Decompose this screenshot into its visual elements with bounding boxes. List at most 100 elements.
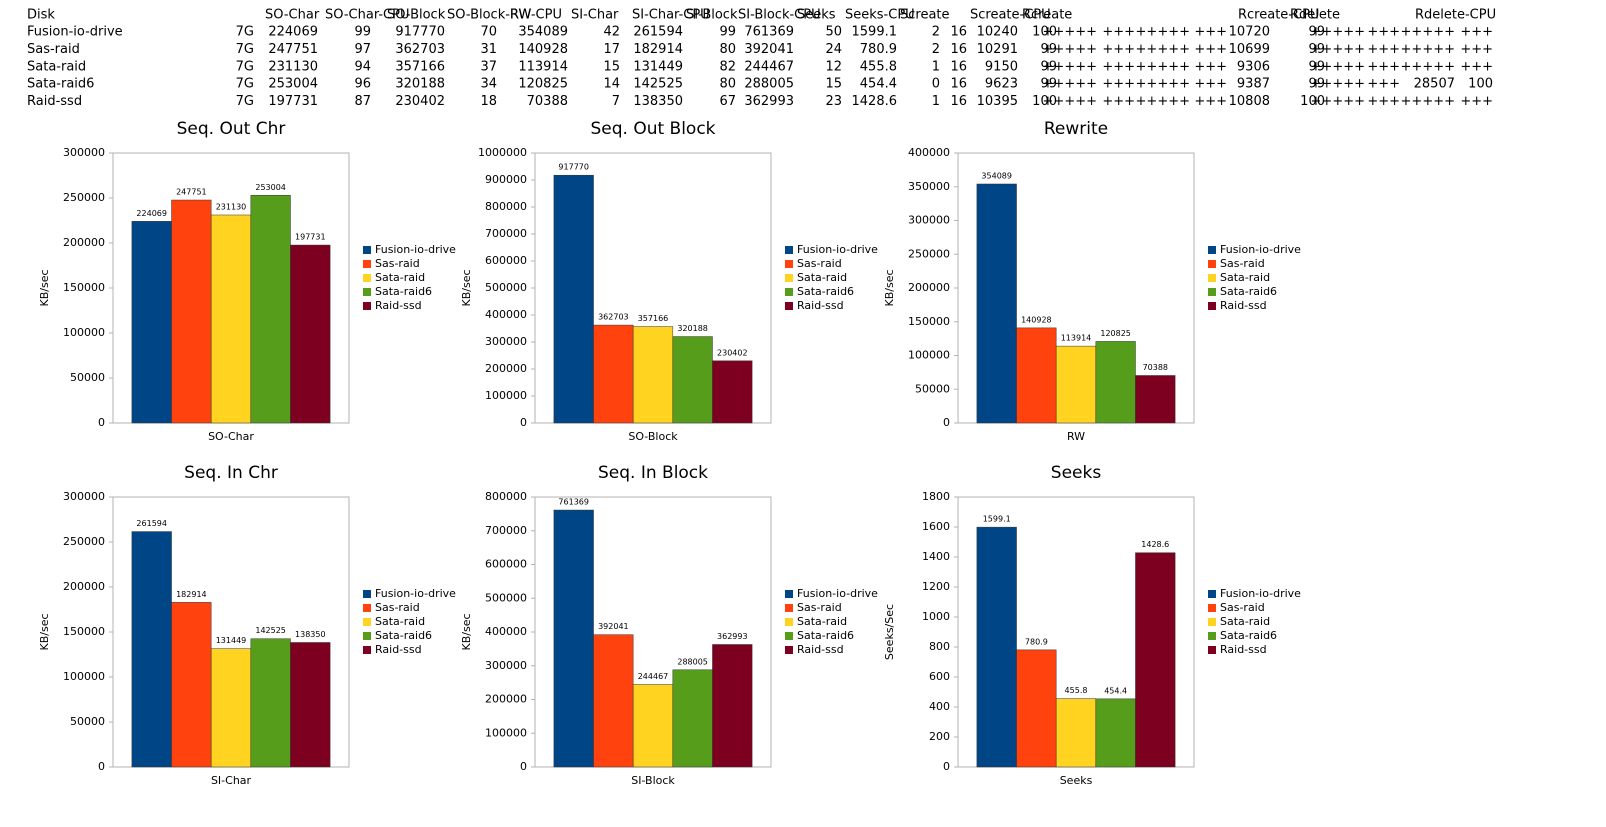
table-cell: 357166 bbox=[395, 59, 445, 74]
table-cell: 28507 bbox=[1414, 77, 1455, 92]
value-label: 113914 bbox=[1061, 334, 1092, 343]
table-cell: 7G bbox=[236, 42, 254, 57]
y-tick-label: 1600 bbox=[922, 520, 950, 533]
x-tick-label: SO-Block bbox=[628, 430, 678, 443]
bar bbox=[1016, 649, 1057, 768]
table-cell: 142525 bbox=[633, 77, 683, 92]
table-header: Rdelete bbox=[1290, 8, 1340, 23]
table-cell: 113914 bbox=[518, 59, 568, 74]
y-tick-label: 250000 bbox=[63, 535, 105, 548]
y-tick-label: 800 bbox=[929, 640, 950, 653]
table-cell: 1 bbox=[932, 94, 940, 109]
value-label: 761369 bbox=[558, 498, 589, 507]
y-tick-label: 0 bbox=[98, 416, 105, 429]
value-label: 247751 bbox=[176, 188, 207, 197]
y-axis-label: KB/sec bbox=[38, 613, 51, 650]
value-label: 231130 bbox=[216, 202, 247, 211]
legend-swatch bbox=[1208, 646, 1216, 654]
y-tick-label: 0 bbox=[520, 416, 527, 429]
bar bbox=[210, 214, 252, 424]
table-cell: 87 bbox=[354, 94, 371, 109]
table-cell: +++++ bbox=[1136, 25, 1190, 40]
y-tick-label: 600000 bbox=[485, 558, 527, 571]
y-tick-label: 0 bbox=[520, 760, 527, 773]
table-cell: 7G bbox=[236, 94, 254, 109]
table-cell: 0 bbox=[932, 77, 940, 92]
table-cell: 1599.1 bbox=[852, 25, 898, 40]
table-cell: 140928 bbox=[518, 42, 568, 57]
legend-label: Sas-raid bbox=[1220, 601, 1265, 614]
bar bbox=[976, 183, 1017, 424]
table-cell: 16 bbox=[950, 25, 967, 40]
table-cell: +++ bbox=[1460, 25, 1493, 40]
legend-swatch bbox=[363, 632, 371, 640]
legend-swatch bbox=[1208, 246, 1216, 254]
chart-title: Seq. Out Block bbox=[590, 119, 715, 139]
bar bbox=[632, 326, 674, 424]
bar bbox=[171, 199, 212, 424]
table-cell: +++ bbox=[1102, 77, 1135, 92]
table-cell: 231130 bbox=[268, 59, 318, 74]
y-tick-label: 1000000 bbox=[478, 146, 527, 159]
y-tick-label: 200000 bbox=[63, 236, 105, 249]
bar bbox=[250, 638, 291, 768]
table-cell: 197731 bbox=[268, 94, 318, 109]
y-tick-label: 350000 bbox=[908, 180, 950, 193]
value-label: 455.8 bbox=[1065, 686, 1088, 695]
bar bbox=[593, 634, 634, 768]
legend-label: Sata-raid bbox=[1220, 615, 1270, 628]
y-tick-label: 50000 bbox=[70, 715, 105, 728]
value-label: 454.4 bbox=[1104, 686, 1127, 695]
legend-swatch bbox=[785, 590, 793, 598]
value-label: 1599.1 bbox=[983, 515, 1011, 524]
legend-label: Sata-raid bbox=[797, 271, 847, 284]
y-tick-label: 300000 bbox=[908, 214, 950, 227]
table-cell: 37 bbox=[480, 59, 497, 74]
legend-label: Fusion-io-drive bbox=[797, 243, 878, 256]
table-cell: 10291 bbox=[977, 42, 1018, 57]
table-cell: 7 bbox=[612, 94, 620, 109]
bar bbox=[131, 221, 172, 424]
bar bbox=[632, 684, 674, 768]
legend-swatch bbox=[785, 618, 793, 626]
bar bbox=[672, 336, 713, 424]
value-label: 70388 bbox=[1143, 363, 1168, 372]
table-cell: 94 bbox=[354, 59, 371, 74]
y-tick-label: 200000 bbox=[908, 281, 950, 294]
value-label: 140928 bbox=[1021, 315, 1052, 324]
bar bbox=[672, 669, 713, 768]
table-header: Rcreate-CPU bbox=[1238, 8, 1319, 23]
table-cell: +++ bbox=[1460, 94, 1493, 109]
table-header: RW-CPU bbox=[510, 8, 562, 23]
legend-label: Sata-raid6 bbox=[375, 629, 432, 642]
table-cell: 42 bbox=[603, 25, 620, 40]
legend-swatch bbox=[363, 260, 371, 268]
table-cell: 34 bbox=[480, 77, 497, 92]
legend-label: Sas-raid bbox=[797, 601, 842, 614]
table-cell: 1428.6 bbox=[852, 94, 898, 109]
table-cell: 224069 bbox=[268, 25, 318, 40]
y-tick-label: 50000 bbox=[915, 382, 950, 395]
legend-label: Sas-raid bbox=[375, 601, 420, 614]
value-label: 230402 bbox=[717, 348, 748, 357]
table-cell: 454.4 bbox=[860, 77, 897, 92]
value-label: 120825 bbox=[1100, 329, 1131, 338]
y-tick-label: 100000 bbox=[485, 389, 527, 402]
table-cell: 455.8 bbox=[860, 59, 897, 74]
table-cell: 253004 bbox=[268, 77, 318, 92]
y-tick-label: 1800 bbox=[922, 490, 950, 503]
table-header: SI-Char bbox=[571, 8, 619, 23]
y-tick-label: 150000 bbox=[63, 281, 105, 294]
y-tick-label: 1400 bbox=[922, 550, 950, 563]
table-cell: 10699 bbox=[1229, 42, 1270, 57]
table-cell: 99 bbox=[719, 25, 736, 40]
legend-swatch bbox=[1208, 604, 1216, 612]
legend-label: Sata-raid6 bbox=[1220, 285, 1277, 298]
legend-label: Sata-raid6 bbox=[375, 285, 432, 298]
legend-swatch bbox=[785, 302, 793, 310]
table-cell: +++++ bbox=[1136, 94, 1190, 109]
legend-swatch bbox=[1208, 302, 1216, 310]
table-cell: 67 bbox=[719, 94, 736, 109]
table-cell: 70 bbox=[480, 25, 497, 40]
chart-title: Rewrite bbox=[1044, 119, 1108, 139]
